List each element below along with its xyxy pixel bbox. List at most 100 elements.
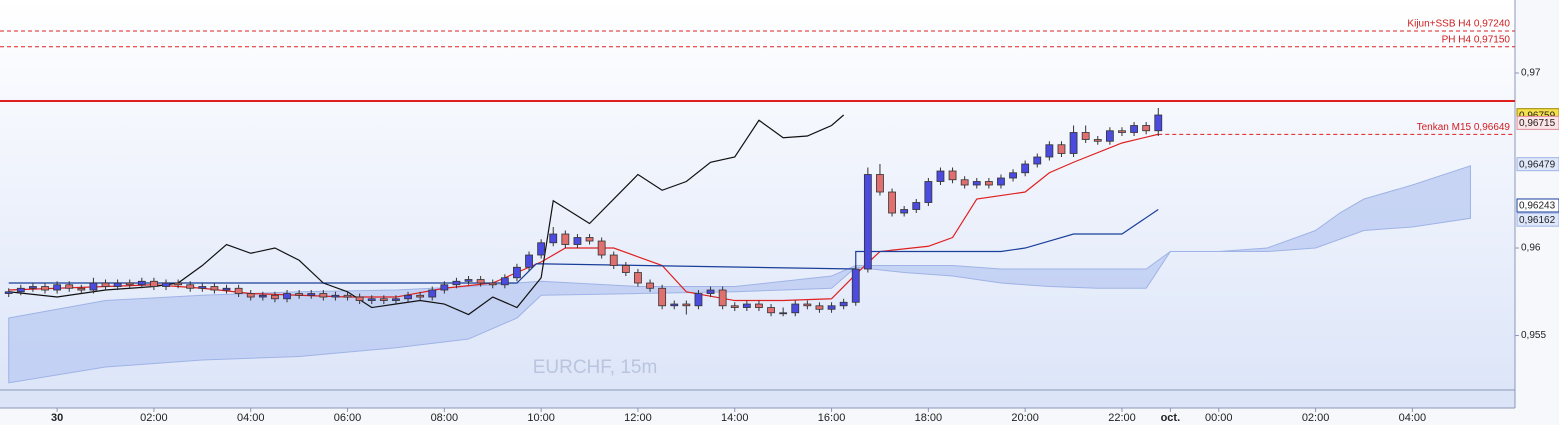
candle-body [585,237,594,242]
x-tick-label: 16:00 [818,412,846,424]
candle-body [331,294,340,298]
candle-body [525,254,533,268]
candle-body [319,293,328,298]
candle-body [1154,114,1163,132]
candle-body [150,280,158,287]
candle-body [488,282,497,286]
candle-body [658,287,667,307]
candle-body [900,209,909,214]
x-tick-label: 02:00 [140,412,168,424]
candle-body [694,293,703,307]
candle-body [1093,139,1102,142]
candle-body [984,181,993,186]
candle-body [960,179,969,186]
candle-body [16,287,25,293]
candle-body [198,286,207,289]
candle-body [464,279,473,282]
candle-body [863,174,872,270]
x-tick-label: 04:00 [237,412,265,424]
candle-body [65,284,74,289]
candle-body [283,293,291,300]
candle-body [1069,132,1078,154]
candle-body [1045,144,1054,158]
candle-body [222,287,231,291]
candle-body [307,293,316,296]
candle-body [573,237,582,245]
x-tick-label: 08:00 [431,412,459,424]
candle-body [948,170,957,181]
candle-body [101,282,110,287]
price-tag [1516,157,1559,172]
candle-body [597,240,606,256]
candle-body [1021,163,1030,174]
candle-body [924,181,933,203]
x-tick-label: 12:00 [624,412,652,424]
candle-body [258,294,267,298]
candle-body [936,170,945,182]
x-tick-label: 18:00 [915,412,943,424]
candle-body [41,286,49,291]
candle-body [125,282,134,286]
price-tag [1516,115,1559,130]
indicator-line [8,114,845,316]
candle-body [1105,130,1114,142]
price-tag [1516,198,1559,213]
candle-body [4,291,13,294]
candle-body [500,277,509,286]
candle-body [670,303,679,307]
candle-body [791,303,800,314]
price-tag-label: 0,96759 [1519,110,1556,121]
time-axis-area [0,408,1515,425]
candle-body [210,286,219,291]
candle-body [755,303,763,308]
candle-body [742,303,751,308]
candle-body [392,298,400,301]
candle-body [912,202,921,210]
candle-body [718,289,727,307]
candle-body [113,282,122,287]
candle-body [440,284,449,291]
candle-body [851,268,860,303]
x-tick-label: 22:00 [1108,412,1136,424]
level-label: PH H4 0,97150 [1442,34,1511,45]
candle-body [682,303,691,307]
candle-body [295,293,304,296]
candle-body [29,286,37,289]
x-tick-label: 02:00 [1302,412,1330,424]
candle-body [246,293,255,298]
candle-body [537,242,546,256]
candle-body [561,233,570,245]
candle-body [767,307,775,314]
candle-body [428,289,437,298]
x-tick-label: 30 [51,412,63,424]
candle-body [1118,130,1126,133]
candle-body [1057,144,1066,154]
y-tick-label: 0,96 [1521,243,1541,254]
candle-body [730,305,739,308]
candle-body [355,296,364,301]
candle-body [827,305,836,310]
candle-body [137,280,146,286]
price-tag-label: 0,96162 [1519,215,1556,226]
candle-body [1081,132,1090,140]
candle-body [888,191,896,214]
x-tick-label: 06:00 [334,412,362,424]
candle-body [162,282,170,287]
candle-body [77,287,86,291]
candle-body [876,174,884,193]
candle-body [839,301,848,307]
candle-body [646,282,654,289]
candle-body [379,298,388,301]
watermark: EURCHF, 15m [533,357,658,378]
candle-body [416,294,425,298]
level-label: Kijun+SSB H4 0,97240 [1407,19,1510,30]
candle-body [972,181,981,186]
level-label: Tenkan M15 0,96649 [1417,122,1511,133]
x-tick-label: 20:00 [1011,412,1039,424]
candle-body [513,266,521,279]
candle-body [997,177,1005,186]
candle-body [186,284,195,289]
candle-body [1130,125,1138,133]
candle-body [174,282,183,286]
